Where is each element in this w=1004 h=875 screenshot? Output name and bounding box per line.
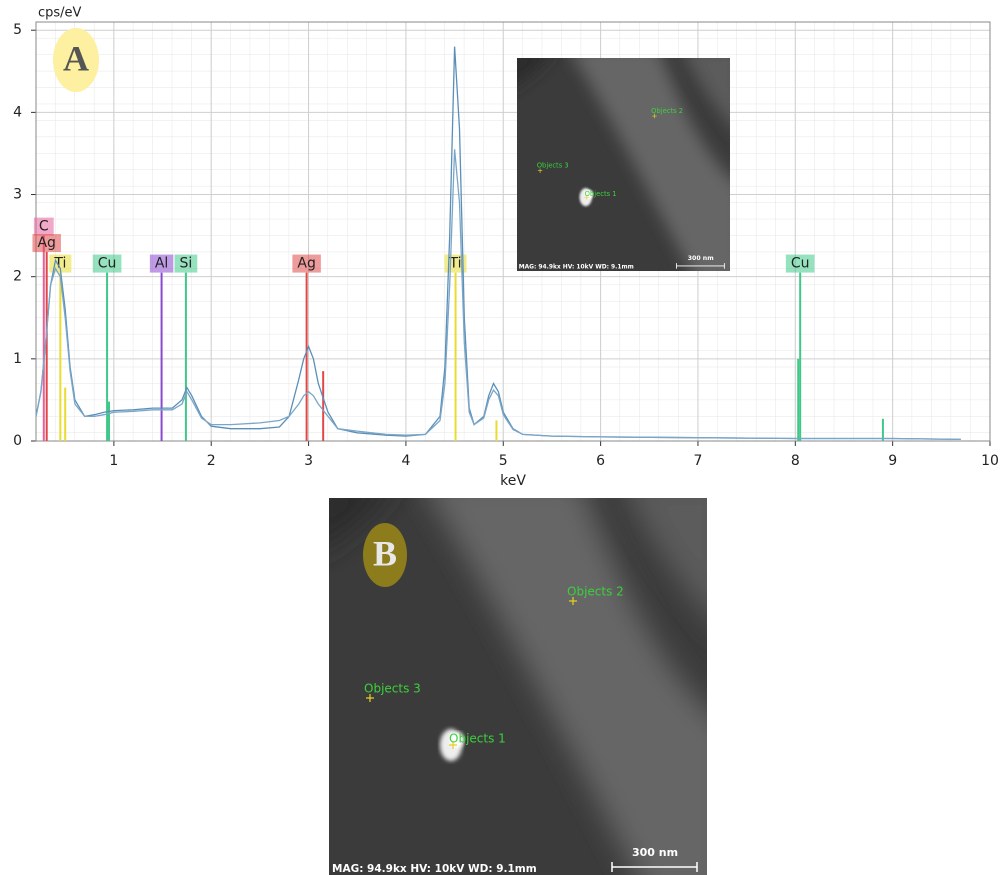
scale-bar-label: 300 nm (688, 255, 714, 262)
y-tick-label: 2 (13, 269, 22, 285)
x-tick-label: 2 (207, 453, 216, 469)
object-marker (584, 194, 590, 200)
element-label-box (149, 254, 174, 273)
object-label: Objects 2 (651, 107, 683, 115)
x-axis-label: keV (500, 473, 526, 489)
y-tick-label: 1 (13, 351, 22, 367)
x-tick-label: 1 (109, 453, 118, 469)
object-label: Objects 3 (537, 162, 569, 170)
element-label-box (92, 254, 122, 273)
panel-label: B (373, 533, 397, 573)
element-label: Ti (53, 256, 66, 272)
element-label-box (785, 254, 815, 273)
x-tick-label: 3 (304, 453, 313, 469)
object-marker (537, 168, 543, 173)
element-label: Ag (37, 235, 55, 251)
object-marker (449, 741, 457, 749)
object-label: Objects 3 (364, 682, 421, 696)
sem-inset: Objects 1 Objects 2 Objects 3 MAG: 94.9kx H… (506, 47, 743, 284)
object-marker (569, 597, 577, 605)
element-label: Ti (449, 256, 462, 272)
object-marker (652, 113, 657, 119)
panel-badge (363, 523, 407, 587)
element-label: Ag (297, 256, 315, 272)
spectrum-line (35, 149, 961, 441)
object-marker (366, 694, 374, 702)
x-tick-label: 8 (791, 453, 800, 469)
element-label-box (292, 254, 321, 273)
element-label: Al (155, 256, 168, 272)
element-label: Cu (791, 256, 810, 272)
sem-info: MAG: 94.9kx HV: 10kV WD: 9.1mm (519, 265, 634, 271)
element-label: Si (180, 256, 193, 272)
y-tick-label: 5 (13, 22, 22, 38)
panel-label: A (63, 38, 89, 78)
element-label-box (49, 254, 72, 273)
panel-badge (53, 28, 99, 92)
sem-info: MAG: 94.9kx HV: 10kV WD: 9.1mm (332, 863, 537, 875)
element-label: C (39, 219, 49, 235)
element-label-box (174, 254, 198, 273)
object-label: Objects 1 (449, 732, 506, 746)
element-label-box (32, 234, 61, 253)
x-tick-label: 7 (693, 453, 702, 469)
x-tick-label: 4 (401, 453, 410, 469)
element-label-box (33, 217, 54, 236)
object-label: Objects 1 (585, 190, 617, 198)
y-tick-label: 0 (13, 433, 22, 449)
y-tick-label: 3 (13, 187, 22, 203)
element-label: Cu (98, 256, 117, 272)
x-tick-label: 10 (981, 453, 999, 469)
x-tick-label: 6 (596, 453, 605, 469)
scale-bar (611, 862, 698, 872)
scale-bar-label: 300 nm (632, 846, 678, 859)
y-tick-label: 4 (13, 104, 22, 120)
sem-image: Objects 1 Objects 2 Objects 3 MAG: 94.9kx H… (309, 478, 729, 875)
object-label: Objects 2 (567, 585, 624, 599)
x-tick-label: 5 (499, 453, 508, 469)
minor-grid (36, 22, 990, 441)
x-tick-label: 9 (888, 453, 897, 469)
y-axis-label: cps/eV (38, 6, 82, 21)
scale-bar (676, 263, 725, 269)
